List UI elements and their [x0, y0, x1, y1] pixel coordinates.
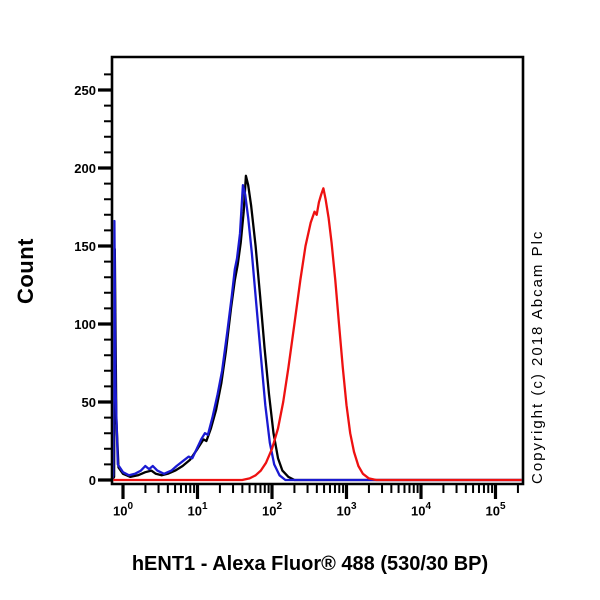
y-tick-label: 50: [81, 394, 96, 410]
y-tick-label: 250: [74, 82, 96, 98]
y-tick-label: 200: [74, 160, 96, 176]
y-tick-label: 150: [74, 238, 96, 254]
red-curve: [113, 187, 522, 482]
black-curve: [113, 174, 522, 482]
x-tick-label: 105: [485, 501, 506, 519]
blue-curve: [113, 184, 522, 482]
x-axis-title: hENT1 - Alexa Fluor® 488 (530/30 BP): [131, 553, 489, 575]
y-axis-title: Count: [13, 237, 38, 305]
x-tick-label: 103: [336, 501, 357, 519]
y-tick-label: 0: [88, 472, 96, 488]
x-tick-label: 101: [187, 501, 208, 519]
x-tick-label: 102: [261, 501, 283, 519]
y-tick-label: 100: [74, 316, 96, 332]
histogram-curves: [113, 174, 522, 482]
plot-frame: [110, 55, 525, 486]
axis-minor-ticks: [104, 73, 519, 493]
x-tick-label: 100: [112, 501, 134, 519]
x-tick-label: 104: [410, 501, 432, 519]
copyright-text: Copyright (c) 2018 Abcam Plc: [529, 229, 546, 484]
axis-major-ticks: [98, 88, 498, 499]
